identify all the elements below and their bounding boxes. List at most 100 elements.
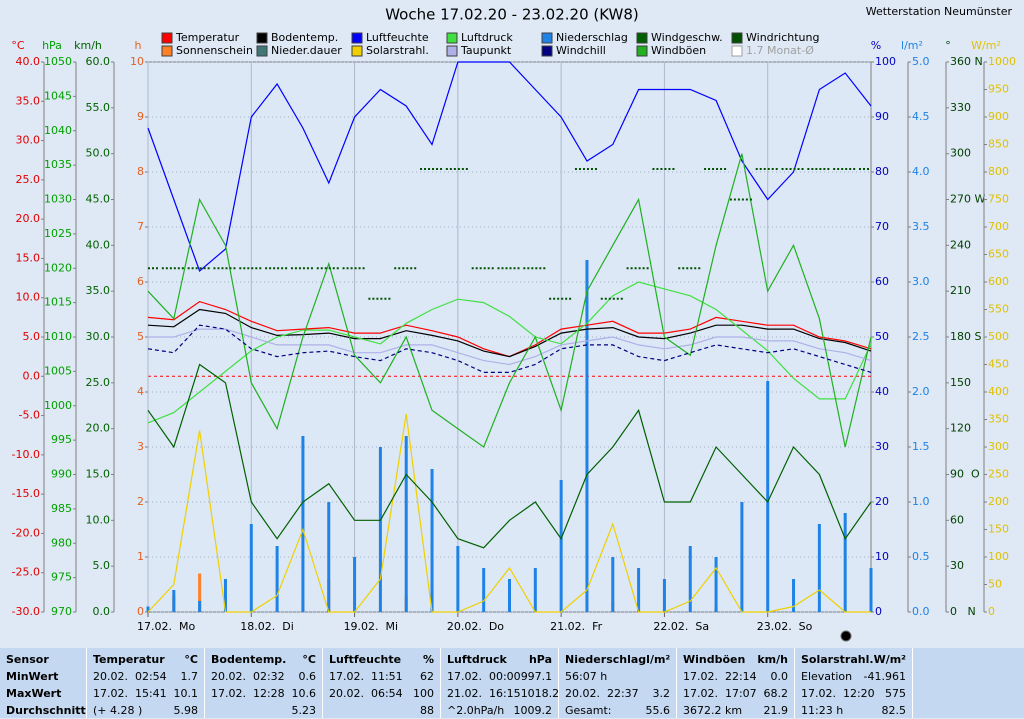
bar (172, 590, 176, 612)
table-row: 17.02. 11:51 62 (329, 669, 434, 685)
legend-swatch (351, 45, 363, 57)
y-tick-label: 10.0 (86, 513, 111, 526)
y-tick-label: 1010 (44, 330, 72, 343)
axis-unit: ° (945, 39, 951, 52)
y-tick-label: 40 (875, 385, 889, 398)
cell-right: 62 (420, 670, 434, 683)
x-tick-label: 18.02. Di (240, 620, 294, 633)
y-tick-label: 975 (51, 571, 72, 584)
table-row: 17.02. 00:00 997.1 (447, 669, 552, 685)
legend-label: Solarstrahl. (366, 44, 429, 57)
y-tick-label: 40.0 (86, 238, 111, 251)
cell-left: Elevation (801, 670, 853, 683)
row-label: Durchschnitt (6, 704, 86, 717)
cell-left: 21.02. 16:15 (447, 687, 521, 700)
y-tick-label: 900 (988, 110, 1009, 123)
axis-unit: % (871, 39, 881, 52)
y-tick-label: 1020 (44, 261, 72, 274)
bar (508, 579, 511, 612)
axis-unit: km/h (74, 39, 102, 52)
y-tick-label: 8 (137, 165, 144, 178)
legend-swatch (161, 32, 173, 44)
bar (198, 573, 202, 612)
y-tick-label: 550 (988, 303, 1009, 316)
y-tick-label: 120 (950, 422, 971, 435)
cell-right: 100 (413, 687, 434, 700)
table-row: 88 (329, 703, 434, 719)
axis-unit: °C (11, 39, 25, 52)
legend-label: Bodentemp. (271, 31, 338, 44)
x-tick-label: 19.02. Mi (344, 620, 399, 633)
y-tick-label: 150 (988, 523, 1009, 536)
bar (559, 480, 563, 612)
column-unit: km/h (757, 653, 788, 666)
column-title: Luftfeuchte (329, 653, 402, 666)
y-tick-label: 10.0 (16, 291, 41, 304)
cell-left: 11:23 h (801, 704, 844, 717)
y-tick-label: 3 (137, 440, 144, 453)
bar (662, 579, 666, 612)
y-tick-label: 5.0 (23, 330, 41, 343)
bar (430, 469, 434, 612)
y-tick-label: 240 (950, 238, 971, 251)
table-row: 3672.2 km 21.9 (683, 703, 788, 719)
column-title: Solarstrahl. (801, 653, 874, 666)
y-tick-label: 0 (875, 605, 882, 618)
bar (533, 568, 537, 612)
column-header: Solarstrahl. W/m² (801, 652, 906, 668)
y-tick-label: -15.0 (12, 487, 40, 500)
bar (817, 524, 821, 612)
row-label-column: Sensor MinWert MaxWert Durchschnitt (0, 648, 87, 718)
y-tick-label: 700 (988, 220, 1009, 233)
chart: Woche 17.02.20 - 23.02.20 (KW8) Wetterst… (11, 5, 1016, 642)
bar (378, 447, 382, 612)
x-tick-label: 20.02. Do (447, 620, 504, 633)
table-row: 20.02. 06:54 100 (329, 686, 434, 702)
bar (198, 601, 202, 612)
column-unit: °C (302, 653, 316, 666)
table-column: Luftfeuchte% 17.02. 11:51 62 20.02. 06:54 10… (323, 648, 441, 718)
chart-title: Woche 17.02.20 - 23.02.20 (KW8) (385, 6, 639, 24)
y-tick-label: 80 (875, 165, 889, 178)
y-tick-label: 450 (988, 358, 1009, 371)
y-tick-label: 400 (988, 385, 1009, 398)
cell-left: 17.02. 15:41 (93, 687, 167, 700)
cell-right: 21.9 (763, 704, 789, 717)
table-row: ^2.0hPa/h 1009.2 (447, 703, 552, 719)
table-row: 17.02. 15:41 10.1 (93, 686, 198, 702)
y-tick-label: 990 (51, 468, 72, 481)
legend-label: Windgeschw. (651, 31, 723, 44)
legend-label: Windchill (556, 44, 606, 57)
y-tick-label: 3.0 (912, 275, 930, 288)
table-column: Windböen km/h 17.02. 22:14 0.0 17.02. 17:07 6… (677, 648, 795, 718)
table-row: 11:23 h 82.5 (801, 703, 906, 719)
column-unit: % (422, 653, 434, 666)
column-header: Niederschlag l/m² (565, 652, 670, 668)
legend-label: Windböen (651, 44, 706, 57)
y-tick-label: 35.0 (86, 284, 111, 297)
y-tick-label: 180 S (950, 330, 981, 343)
x-tick-label: 22.02. Sa (653, 620, 709, 633)
series-line (147, 308, 872, 358)
y-tick-label: 50.0 (86, 147, 111, 160)
y-tick-label: 60 (875, 275, 889, 288)
y-tick-label: 10 (875, 550, 889, 563)
cell-right: 0.0 (770, 670, 789, 683)
legend-swatch (541, 45, 553, 57)
column-unit: hPa (528, 653, 552, 666)
cell-left: 3672.2 km (683, 704, 743, 717)
row-label-cell: MinWert (6, 669, 80, 685)
bar (688, 546, 692, 612)
y-tick-label: 25.0 (16, 173, 41, 186)
table-column: Bodentemp. °C 20.02. 02:32 0.6 17.02. 12:28 1… (205, 648, 323, 718)
column-unit: l/m² (646, 653, 671, 666)
cell-left: 17.02. 12:20 (801, 687, 875, 700)
table-row: (+ 4.28 ) 5.98 (93, 703, 198, 719)
y-tick-label: 90 (875, 110, 889, 123)
y-tick-label: 600 (988, 275, 1009, 288)
y-tick-label: 15.0 (86, 468, 111, 481)
y-tick-label: 4.0 (912, 165, 930, 178)
bar (482, 568, 486, 612)
bar (766, 381, 770, 612)
